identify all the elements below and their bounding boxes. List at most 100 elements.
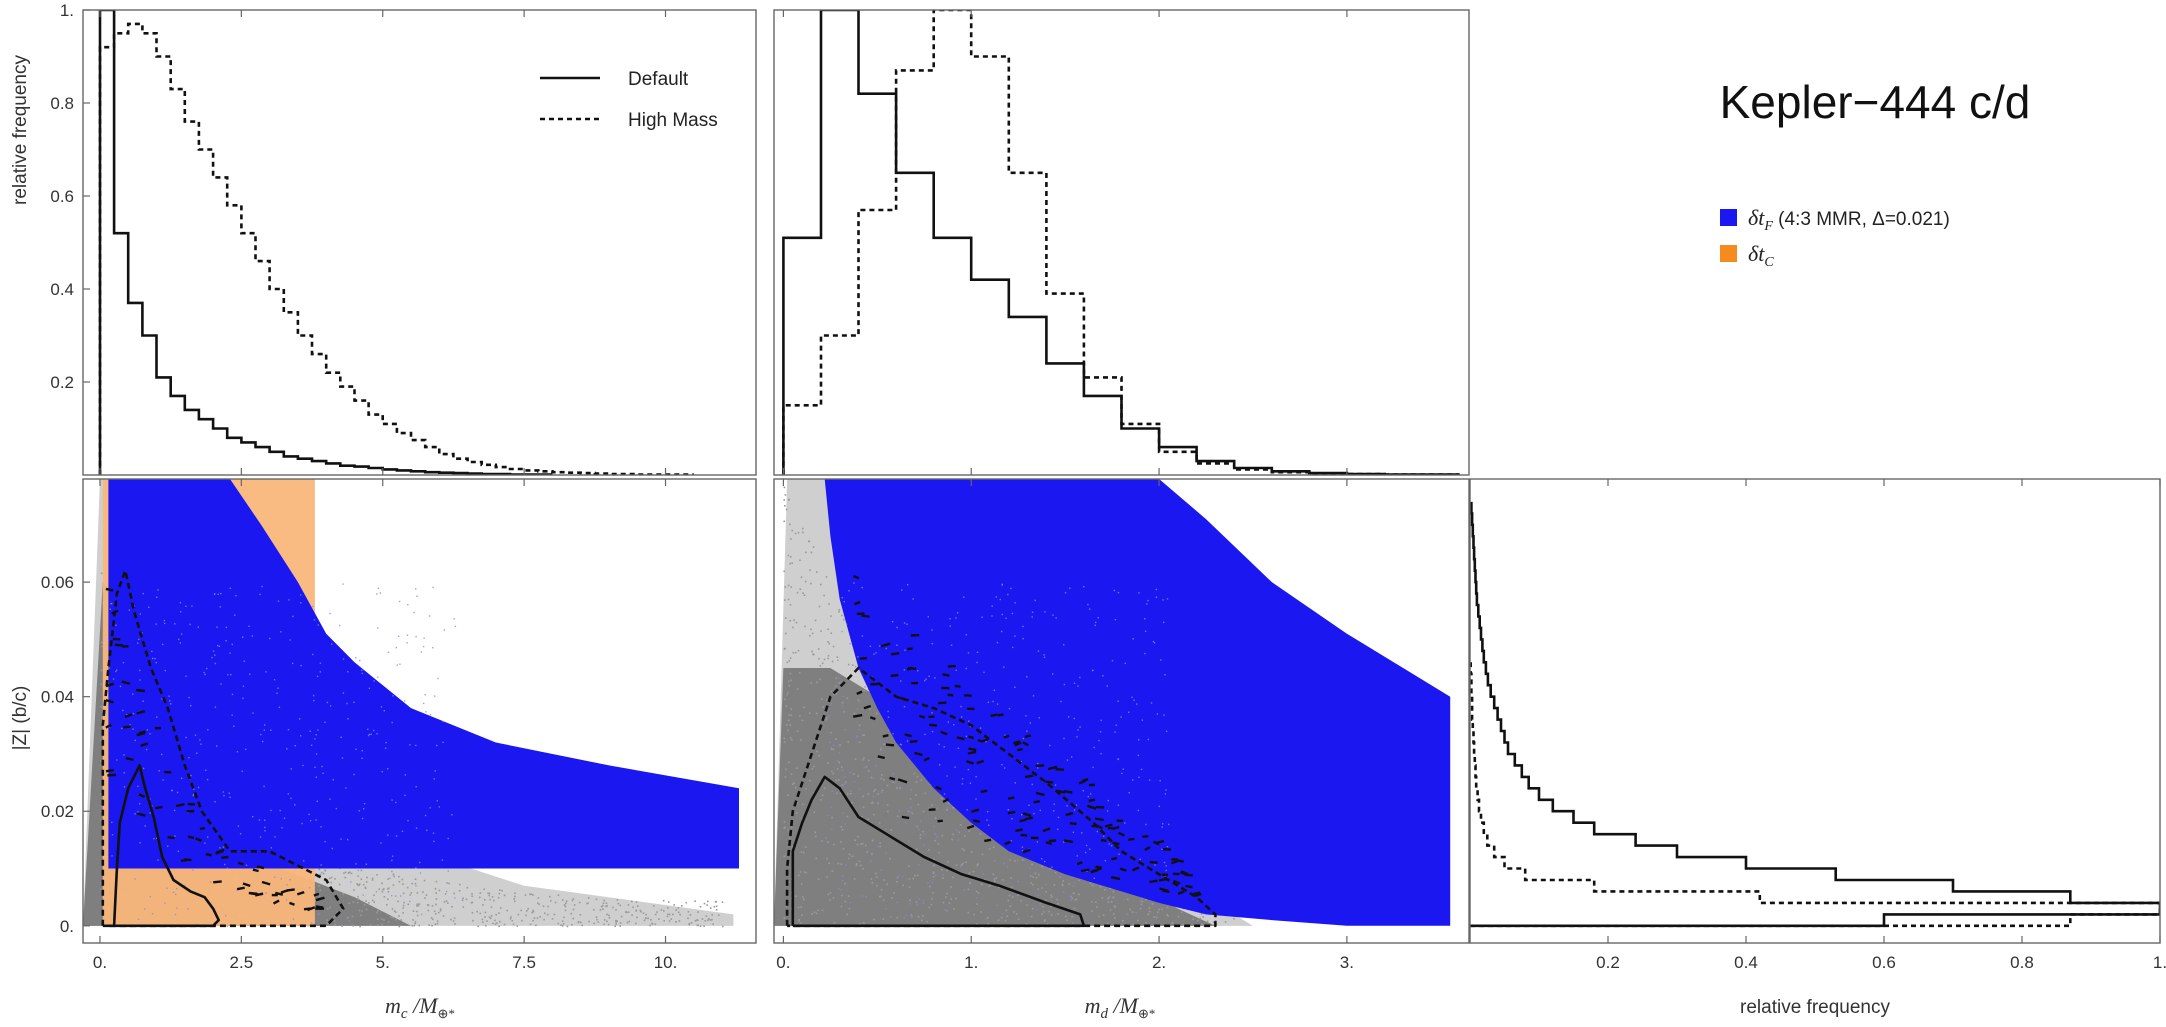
- scatter-point: [376, 911, 378, 914]
- contour-fragment: [940, 730, 948, 736]
- scatter-point: [338, 883, 341, 886]
- dtf-speckle-point: [332, 779, 334, 781]
- scatter-point: [1151, 903, 1154, 905]
- scatter-point: [920, 779, 923, 781]
- dtf-speckle-point: [317, 913, 320, 916]
- scatter-point: [788, 660, 791, 662]
- dtf-speckle-point: [164, 669, 166, 672]
- contour-fragment: [890, 652, 900, 656]
- scatter-point: [1148, 910, 1151, 913]
- dtf-speckle-point: [315, 734, 317, 736]
- dtf-speckle-point: [347, 671, 349, 673]
- dtf-speckle-point: [1086, 870, 1088, 872]
- scatter-point: [427, 909, 430, 912]
- scatter-point: [479, 892, 482, 894]
- scatter-point: [482, 921, 484, 923]
- scatter-point: [348, 902, 351, 905]
- scatter-point: [447, 902, 449, 904]
- scatter-point: [406, 886, 409, 889]
- dtf-speckle-point: [917, 670, 919, 672]
- contour-fragment: [904, 733, 912, 738]
- scatter-point: [330, 891, 333, 893]
- scatter-point: [940, 797, 943, 800]
- scatter-point: [830, 615, 832, 617]
- dtf-speckle-point: [407, 604, 409, 606]
- dtf-speckle-point: [380, 842, 382, 844]
- dtf-speckle-point: [225, 915, 227, 917]
- scatter-point: [815, 712, 818, 715]
- scatter-point: [1057, 913, 1059, 915]
- scatter-point: [595, 898, 598, 901]
- dtf-speckle-point: [314, 766, 316, 768]
- dtf-speckle-point: [313, 619, 316, 621]
- scatter-point: [790, 826, 793, 829]
- scatter-point: [394, 911, 397, 913]
- scatter-point: [933, 864, 935, 867]
- scatter-point: [1053, 884, 1056, 886]
- scatter-point: [902, 884, 904, 887]
- scatter-point: [437, 911, 440, 914]
- scatter-point: [1091, 884, 1094, 887]
- dtf-speckle-point: [415, 635, 417, 638]
- scatter-point: [797, 531, 800, 534]
- dtf-speckle-point: [363, 803, 366, 805]
- dtf-speckle-point: [415, 786, 417, 788]
- dtf-speckle-point: [149, 812, 151, 814]
- dtf-speckle-point: [907, 584, 909, 586]
- dtf-speckle-point: [166, 887, 168, 889]
- contour-fragment: [1194, 892, 1202, 898]
- scatter-point: [721, 901, 724, 903]
- scatter-point: [791, 739, 793, 741]
- xlabel-hist: relative frequency: [1740, 997, 1890, 1018]
- dtf-speckle-point: [1014, 602, 1016, 604]
- dtf-speckle-point: [355, 657, 357, 659]
- scatter-point: [789, 562, 791, 565]
- dtf-speckle-point: [264, 830, 266, 832]
- dtf-speckle-point: [175, 888, 178, 890]
- scatter-point: [886, 804, 889, 806]
- contour-fragment: [1185, 884, 1193, 889]
- scatter-point: [823, 787, 826, 789]
- scatter-point: [785, 768, 787, 771]
- scatter-point: [699, 906, 702, 908]
- dtf-speckle-point: [183, 885, 186, 887]
- scatter-point: [426, 904, 429, 906]
- scatter-point: [963, 849, 965, 852]
- scatter-point: [1048, 910, 1050, 913]
- dtf-speckle-point: [969, 725, 972, 728]
- scatter-point: [409, 894, 411, 896]
- scatter-point: [881, 789, 884, 792]
- x-tick-label: 0.2: [1596, 953, 1620, 972]
- dtf-speckle-point: [1087, 795, 1089, 798]
- dtf-speckle-point: [1124, 662, 1126, 665]
- dtf-speckle-point: [265, 892, 267, 894]
- contour-fragment: [942, 673, 950, 677]
- dtf-speckle-point: [837, 760, 839, 762]
- dtf-speckle-point: [335, 807, 338, 810]
- scatter-point: [663, 920, 665, 922]
- dtf-speckle-point: [423, 702, 425, 705]
- scatter-point: [908, 865, 910, 867]
- dtf-speckle-point: [204, 673, 206, 676]
- dtf-speckle-point: [169, 703, 172, 705]
- dtf-speckle-point: [1037, 650, 1040, 652]
- scatter-point: [858, 860, 861, 863]
- dtf-speckle-point: [442, 720, 444, 723]
- dtf-speckle-point: [1138, 776, 1140, 778]
- scatter-point: [1078, 893, 1080, 896]
- dtf-speckle-point: [187, 908, 189, 910]
- scatter-point: [840, 905, 843, 908]
- scatter-point: [715, 909, 718, 911]
- scatter-point: [840, 825, 843, 828]
- scatter-point: [915, 901, 918, 904]
- scatter-point: [831, 870, 834, 873]
- scatter-point: [364, 886, 367, 889]
- scatter-point: [668, 913, 671, 916]
- scatter-point: [790, 897, 793, 900]
- scatter-point: [989, 884, 992, 886]
- dtf-speckle-point: [300, 735, 302, 737]
- dtf-speckle-point: [1155, 588, 1157, 591]
- scatter-point: [941, 834, 944, 837]
- scatter-point: [454, 923, 456, 925]
- dtf-speckle-point: [1002, 913, 1004, 915]
